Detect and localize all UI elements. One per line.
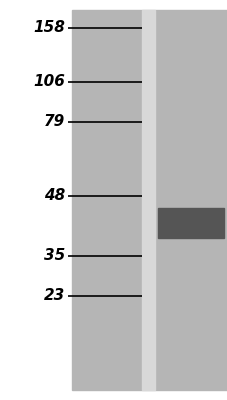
Text: 48: 48 [44, 188, 65, 204]
Text: 158: 158 [33, 20, 65, 36]
Text: 79: 79 [44, 114, 65, 130]
Bar [157, 208, 223, 238]
Bar [72, 10, 227, 390]
Text: 23: 23 [44, 288, 65, 304]
Bar [141, 10, 154, 390]
Text: 35: 35 [44, 248, 65, 264]
Text: 106: 106 [33, 74, 65, 90]
